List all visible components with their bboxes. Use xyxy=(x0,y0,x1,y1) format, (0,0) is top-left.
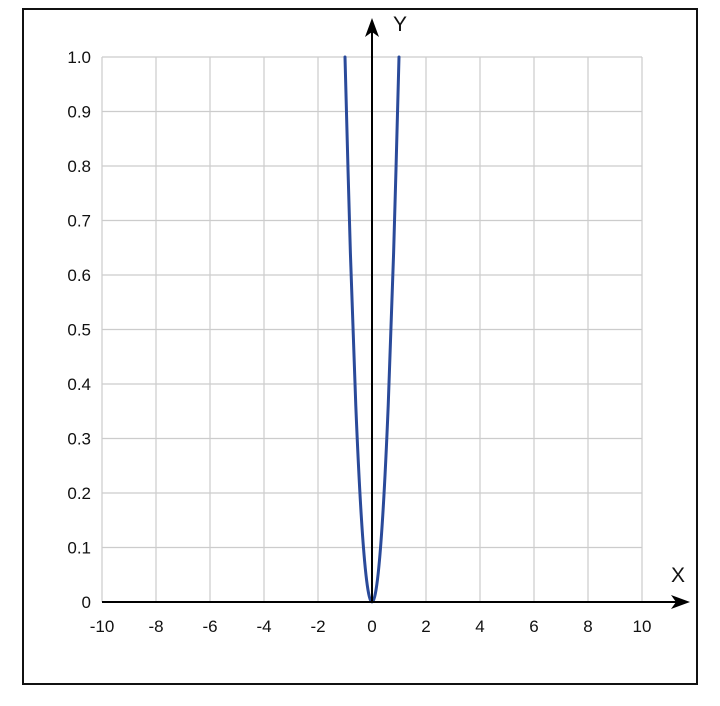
x-tick-label: -2 xyxy=(310,617,325,636)
axes xyxy=(102,18,690,609)
y-tick-label: 1.0 xyxy=(67,48,91,67)
y-tick-label: 0.2 xyxy=(67,484,91,503)
x-tick-label: 8 xyxy=(583,617,592,636)
y-tick-label: 0 xyxy=(82,593,91,612)
x-tick-label: -4 xyxy=(256,617,271,636)
y-tick-label: 0.9 xyxy=(67,103,91,122)
y-tick-label: 0.6 xyxy=(67,266,91,285)
x-tick-label: 4 xyxy=(475,617,484,636)
x-tick-label: -6 xyxy=(202,617,217,636)
y-tick-label: 0.4 xyxy=(67,375,91,394)
tick-labels: -10 -8 -6 -4 -2 0 2 4 6 8 10 0 0.1 0.2 0.3 0.4 0.5 0.6 0.7… xyxy=(67,48,651,636)
chart-frame xyxy=(22,8,698,685)
x-tick-label: -10 xyxy=(90,617,115,636)
y-tick-label: 0.8 xyxy=(67,157,91,176)
x-tick-label: 0 xyxy=(367,617,376,636)
x-tick-label: 10 xyxy=(633,617,652,636)
x-tick-label: -8 xyxy=(148,617,163,636)
y-tick-label: 0.5 xyxy=(67,321,91,340)
y-tick-label: 0.3 xyxy=(67,430,91,449)
y-axis-arrow xyxy=(365,18,379,37)
y-tick-label: 0.1 xyxy=(67,539,91,558)
x-tick-label: 2 xyxy=(421,617,430,636)
y-axis-label: Y xyxy=(393,13,407,36)
x-tick-label: 6 xyxy=(529,617,538,636)
y-tick-label: 0.7 xyxy=(67,212,91,231)
x-axis-arrow xyxy=(671,595,690,609)
x-axis-label: X xyxy=(671,564,685,587)
